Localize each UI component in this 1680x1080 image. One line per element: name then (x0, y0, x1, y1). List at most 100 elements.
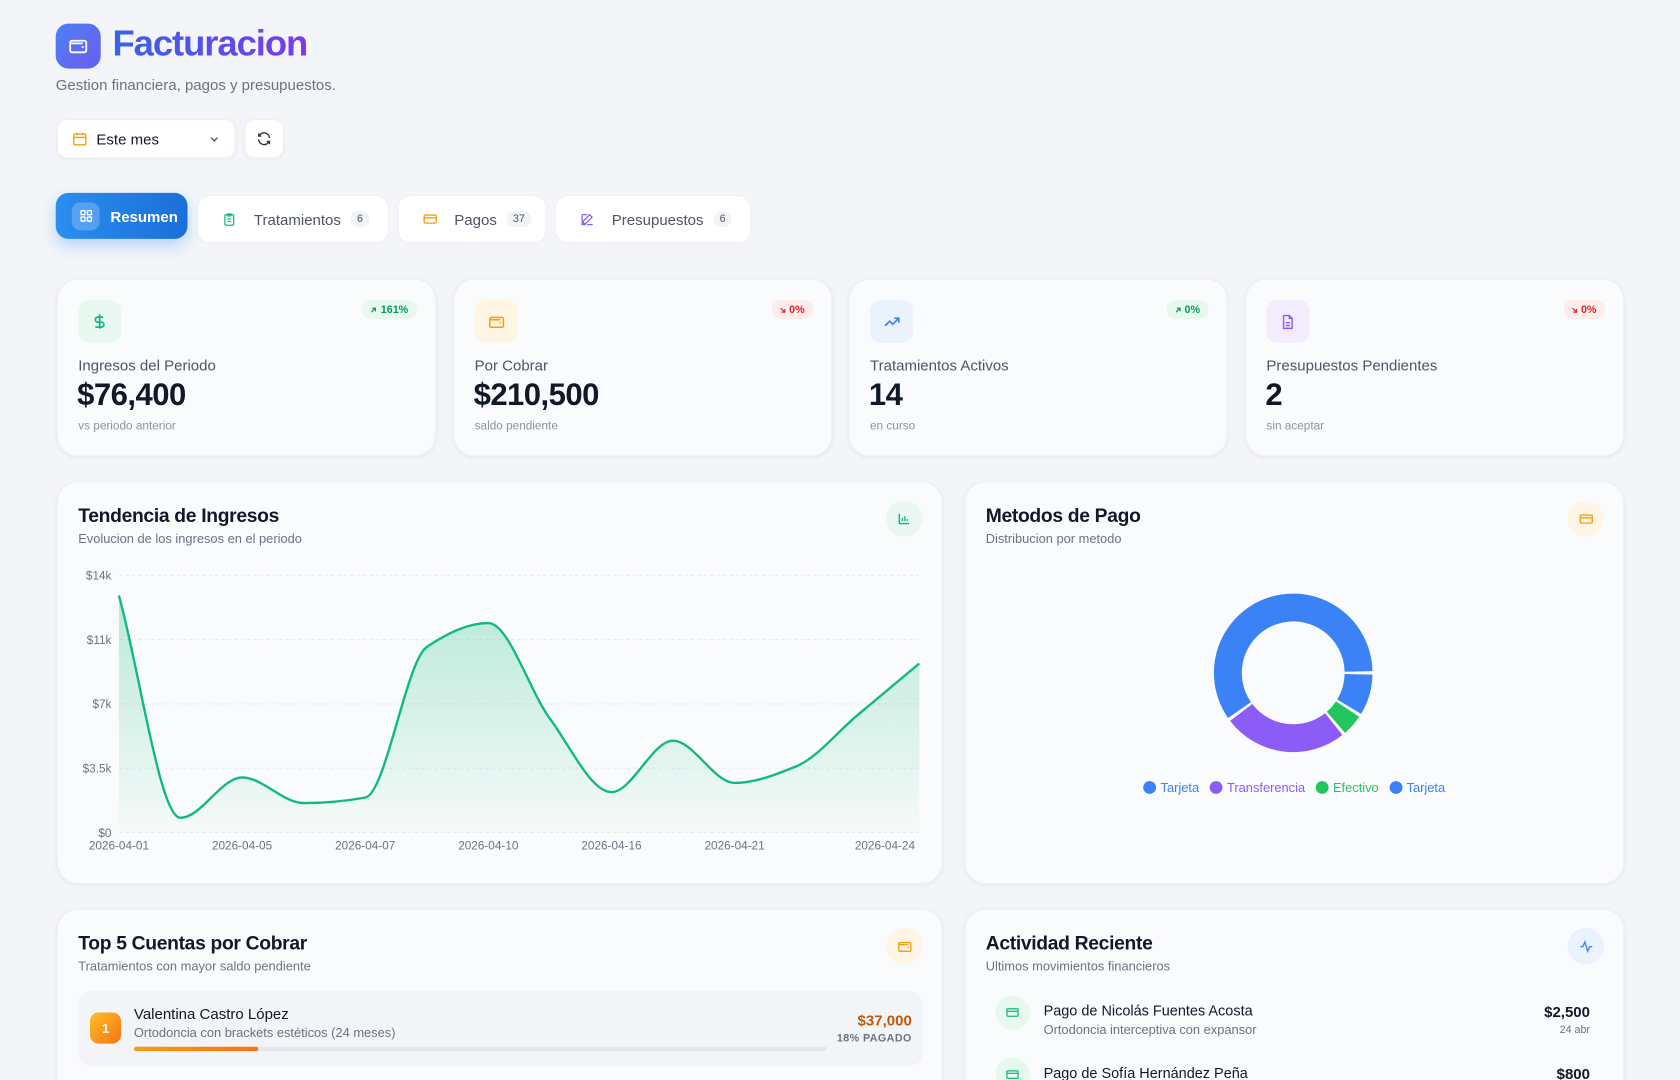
change-value: 0% (789, 303, 805, 316)
stat-note: sin aceptar (1266, 420, 1325, 433)
card-subtitle: Distribucion por metodo (985, 531, 1122, 547)
card-icon (1567, 500, 1604, 537)
activity-icon (995, 1057, 1030, 1080)
card-title: Tendencia de Ingresos (78, 504, 280, 527)
legend-label: Tarjeta (1406, 780, 1446, 796)
legend-swatch (1389, 781, 1403, 794)
activity-icon (995, 995, 1030, 1030)
x-tick-label: 2026-04-24 (855, 840, 916, 853)
tab-icon (71, 201, 100, 230)
y-tick-label: $0 (98, 827, 112, 840)
card-title: Top 5 Cuentas por Cobrar (78, 932, 307, 954)
legend-item: Tarjeta (1389, 780, 1445, 795)
patient-name: Valentina Castro López (133, 1005, 289, 1023)
x-tick-label: 2026-04-07 (335, 840, 395, 853)
stat-label: Tratamientos Activos (870, 356, 1009, 374)
stat-card: 0% Por Cobrar $210,500 saldo pendiente (453, 278, 833, 457)
app-icon (55, 23, 101, 69)
tab-label: Presupuestos (611, 210, 704, 228)
card-subtitle: Ultimos movimientos financieros (985, 958, 1171, 974)
x-tick-label: 2026-04-05 (212, 840, 273, 853)
x-tick-label: 2026-04-16 (581, 840, 642, 853)
line (117, 595, 921, 819)
legend-swatch (1209, 781, 1223, 794)
change-value: 0% (1580, 303, 1597, 316)
stat-icon (78, 300, 122, 343)
receivables-card: Top 5 Cuentas por Cobrar Tratamientos co… (56, 908, 943, 1080)
change-value: 0% (1184, 303, 1201, 316)
stat-card: 161% Ingresos del Periodo $76,400 vs per… (56, 278, 437, 457)
tab[interactable]: Tratamientos 6 (197, 195, 389, 244)
legend: Tarjeta Transferencia Efectivo Tarjeta (965, 780, 1623, 795)
stat-label: Ingresos del Periodo (78, 356, 216, 374)
stat-icon (1266, 300, 1310, 343)
pie-slice (1213, 593, 1373, 719)
legend-item: Transferencia (1209, 780, 1306, 796)
refresh-button[interactable] (244, 118, 284, 159)
stat-note: en curso (870, 420, 916, 433)
legend-swatch (1315, 781, 1329, 794)
tab-label: Resumen (110, 207, 178, 225)
tab-count: 37 (506, 211, 532, 228)
legend-label: Transferencia (1226, 780, 1306, 796)
stat-value: 14 (868, 378, 903, 413)
activity-title: Pago de Nicolás Fuentes Acosta (1043, 1002, 1253, 1019)
card-title: Metodos de Pago (985, 504, 1141, 527)
y-tick-label: $14k (86, 570, 112, 583)
activity-item[interactable]: Pago de Sofía Hernández Peña $800 (965, 1053, 1623, 1080)
tab-icon (578, 205, 597, 233)
stat-value: $210,500 (473, 378, 600, 413)
tab-label: Tratamientos (253, 210, 341, 228)
legend-swatch (1143, 781, 1157, 794)
card-subtitle: Tratamientos con mayor saldo pendiente (78, 958, 311, 974)
tab-count: 6 (350, 211, 370, 228)
treatment: Ortodoncia con brackets estéticos (24 me… (133, 1025, 396, 1041)
activity-item[interactable]: Pago de Nicolás Fuentes Acosta Ortodonci… (965, 991, 1623, 1047)
change-badge: 0% (1562, 300, 1606, 320)
stat-icon (870, 300, 913, 343)
legend-label: Efectivo (1332, 780, 1379, 796)
card-icon (886, 927, 923, 965)
progress-track (133, 1046, 828, 1052)
receivable-item[interactable]: 1 Valentina Castro López Ortodoncia con … (78, 991, 923, 1067)
activity-amount: $2,500 (1544, 1002, 1591, 1021)
tab-icon (420, 205, 439, 233)
pie-slice (1337, 673, 1373, 714)
legend-label: Tarjeta (1160, 780, 1200, 796)
y-tick-label: $3.5k (83, 763, 112, 776)
x-tick-label: 2026-04-01 (89, 840, 149, 853)
stat-card: 0% Presupuestos Pendientes 2 sin aceptar (1245, 278, 1625, 457)
y-tick-label: $7k (92, 698, 111, 711)
change-value: 161% (380, 303, 409, 316)
activity-date: 24 abr (1559, 1024, 1591, 1037)
payment-methods-card: Metodos de Pago Distribucion por metodo … (964, 481, 1625, 884)
change-badge: 0% (770, 300, 814, 320)
activity-detail: Ortodoncia interceptiva con expansor (1043, 1022, 1257, 1038)
stat-card: 0% Tratamientos Activos 14 en curso (848, 278, 1228, 457)
stat-value: $76,400 (77, 378, 186, 413)
period-select[interactable]: Este mes (56, 118, 236, 159)
change-badge: 161% (362, 300, 417, 320)
stat-icon (474, 300, 518, 343)
stat-note: saldo pendiente (474, 420, 558, 433)
activity-amount: $800 (1556, 1065, 1591, 1080)
tab[interactable]: Resumen (55, 192, 188, 239)
activity-title: Pago de Sofía Hernández Peña (1043, 1065, 1248, 1080)
stat-note: vs periodo anterior (78, 420, 176, 433)
stat-value: 2 (1265, 378, 1283, 413)
x-tick-label: 2026-04-21 (704, 840, 764, 853)
pie-slice (1326, 701, 1360, 733)
page-title: Facturacion (112, 23, 309, 65)
tab[interactable]: Pagos 37 (397, 195, 547, 244)
paid-label: 18% PAGADO (836, 1032, 912, 1045)
legend-item: Tarjeta (1143, 780, 1199, 795)
y-tick-label: $11k (87, 634, 112, 647)
card-icon (1567, 927, 1604, 965)
tab[interactable]: Presupuestos 6 (555, 195, 752, 244)
area (118, 595, 920, 833)
tab-label: Pagos (454, 210, 497, 228)
x-tick-label: 2026-04-10 (458, 840, 519, 853)
